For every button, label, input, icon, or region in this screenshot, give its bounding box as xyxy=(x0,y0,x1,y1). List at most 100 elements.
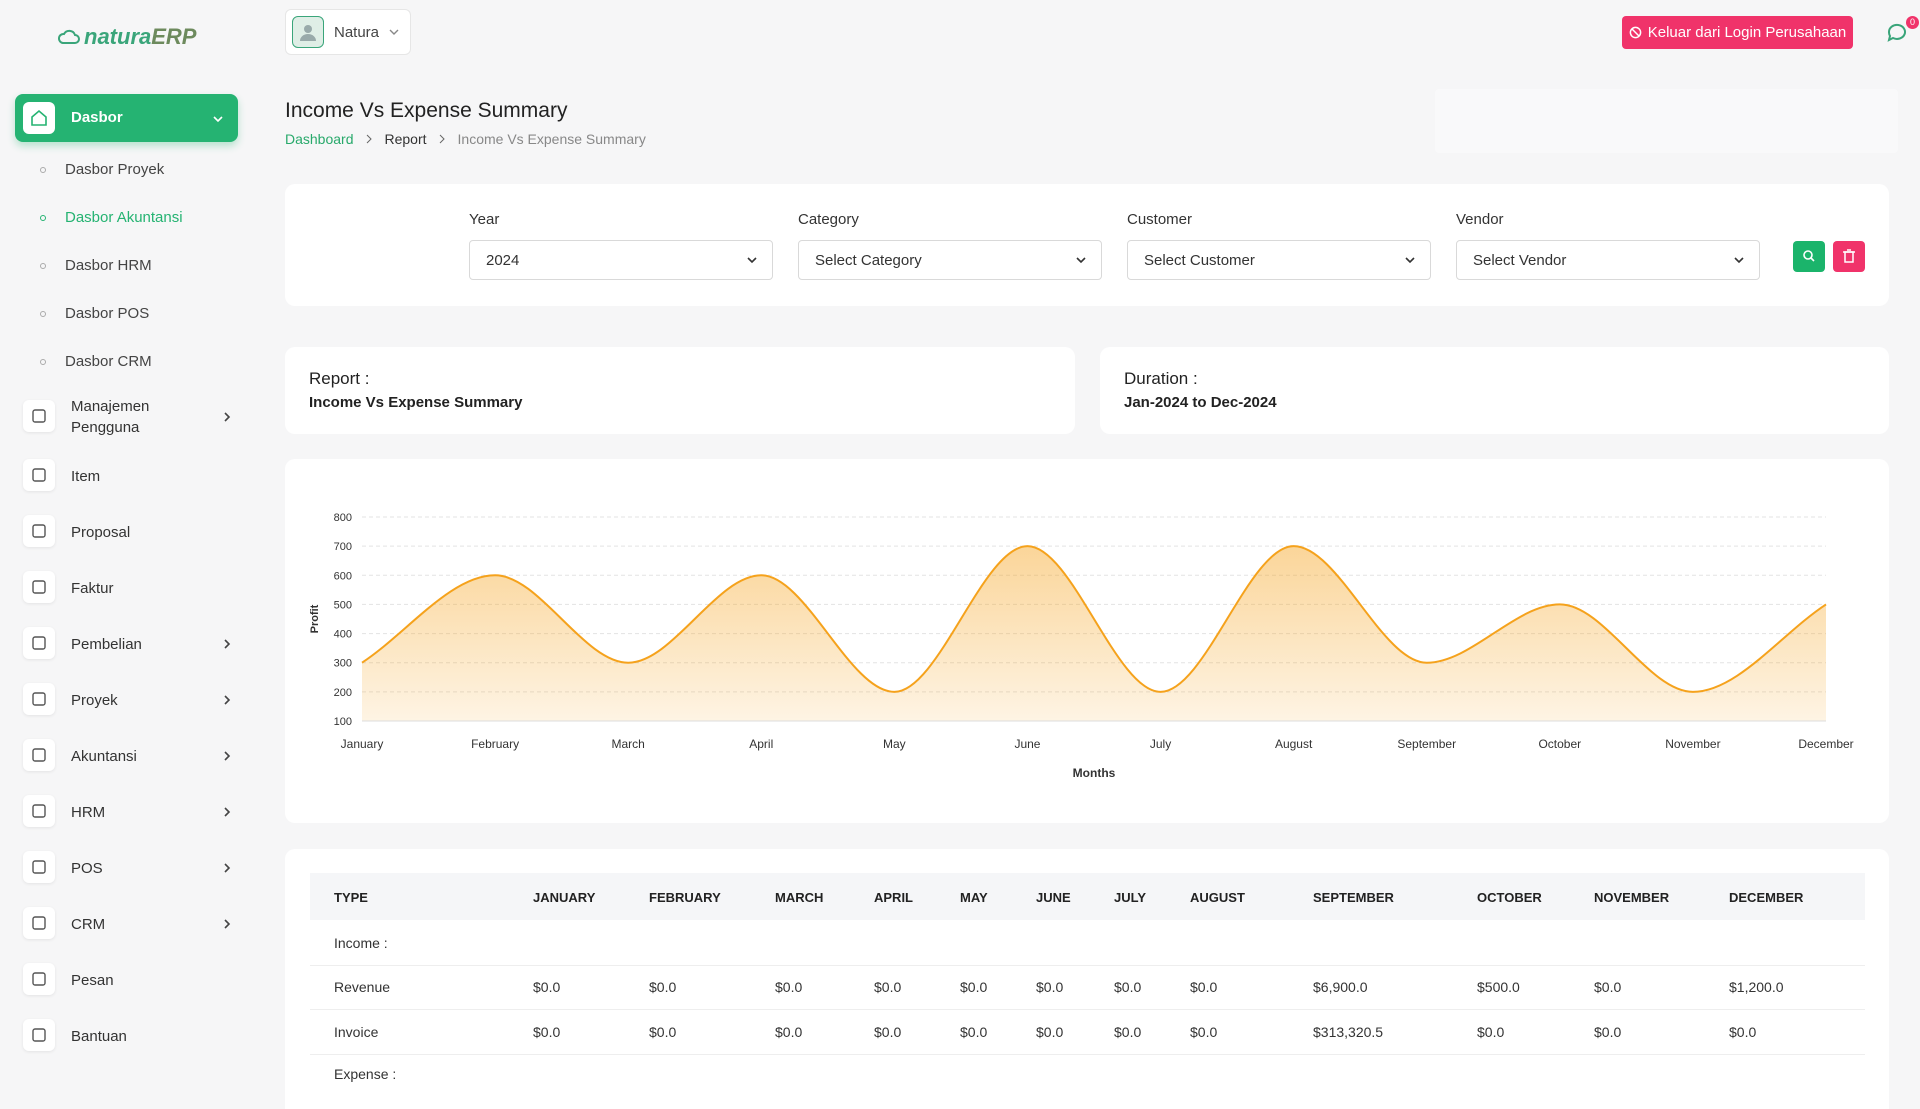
menu-item[interactable]: Pesan xyxy=(23,963,233,995)
column-header: OCTOBER xyxy=(1477,890,1542,905)
table-header xyxy=(310,873,1865,920)
column-header: MARCH xyxy=(775,890,824,905)
x-tick-label: July xyxy=(1150,737,1171,751)
menu-item-active[interactable]: Dasbor xyxy=(15,94,238,142)
submenu-item[interactable]: Dasbor CRM xyxy=(40,352,230,372)
column-header: APRIL xyxy=(874,890,913,905)
y-tick-label: 400 xyxy=(334,629,352,641)
summary-value: Income Vs Expense Summary xyxy=(309,394,523,411)
table-cell: $0.0 xyxy=(1036,979,1064,995)
messages-icon[interactable] xyxy=(1886,22,1910,44)
table-cell: $0.0 xyxy=(1594,1024,1622,1040)
menu-label: Akuntansi xyxy=(71,748,137,765)
breadcrumb-current: Income Vs Expense Summary xyxy=(457,131,646,147)
y-tick-label: 100 xyxy=(334,716,352,728)
table-cell: $0.0 xyxy=(960,1024,988,1040)
table-cell: $0.0 xyxy=(775,1024,803,1040)
column-header: DECEMBER xyxy=(1729,890,1804,905)
filter-select[interactable]: Select Vendor xyxy=(1456,240,1760,280)
x-tick-label: January xyxy=(341,737,384,751)
logo[interactable]: naturaERP xyxy=(58,24,197,50)
x-tick-label: October xyxy=(1538,737,1581,751)
table-cell: $0.0 xyxy=(960,979,988,995)
table-cell: Invoice xyxy=(334,1024,379,1040)
summary-card: Duration : Jan-2024 to Dec-2024 xyxy=(1100,347,1889,434)
breadcrumb-link[interactable]: Report xyxy=(384,131,427,147)
submenu-item[interactable]: Dasbor Akuntansi xyxy=(40,208,230,228)
filter-label: Category xyxy=(798,211,859,228)
menu-item[interactable]: CRM xyxy=(23,907,233,939)
column-header: JUNE xyxy=(1036,890,1071,905)
menu-label: Pesan xyxy=(71,972,114,989)
submenu-item[interactable]: Dasbor Proyek xyxy=(40,160,230,180)
breadcrumb-link[interactable]: Dashboard xyxy=(285,131,354,147)
x-tick-label: June xyxy=(1014,737,1040,751)
summary-value: Jan-2024 to Dec-2024 xyxy=(1124,394,1277,411)
filter-select[interactable]: Select Customer xyxy=(1127,240,1431,280)
menu-label: Dasbor xyxy=(71,109,123,126)
chart: 100 200 300 400 500 600 700 800 January February M… xyxy=(309,512,1854,780)
table-cell: $0.0 xyxy=(649,1024,677,1040)
brand-suffix: ERP xyxy=(151,24,197,49)
x-tick-label: November xyxy=(1665,737,1720,751)
filter-select[interactable]: 2024 xyxy=(469,240,773,280)
table-cell: $0.0 xyxy=(1114,1024,1142,1040)
menu-item[interactable]: Item xyxy=(23,459,233,491)
menu-label: Faktur xyxy=(71,580,114,597)
submenu-label: Dasbor CRM xyxy=(65,353,152,370)
search-button[interactable] xyxy=(1793,241,1825,272)
table-cell: $313,320.5 xyxy=(1313,1024,1384,1040)
avatar xyxy=(292,16,324,48)
table-cell: $0.0 xyxy=(775,979,803,995)
filter-label: Customer xyxy=(1127,211,1193,228)
submenu-item[interactable]: Dasbor HRM xyxy=(40,256,230,276)
placeholder-box xyxy=(1435,89,1898,153)
menu-item[interactable]: POS xyxy=(23,851,233,883)
menu-item[interactable]: Bantuan xyxy=(23,1019,233,1051)
table-cell: $0.0 xyxy=(533,1024,561,1040)
filter-select[interactable]: Select Category xyxy=(798,240,1102,280)
column-header: SEPTEMBER xyxy=(1313,890,1394,905)
table-cell: Expense : xyxy=(334,1066,397,1082)
page-title: Income Vs Expense Summary xyxy=(285,99,568,122)
logout-button[interactable]: Keluar dari Login Perusahaan xyxy=(1622,16,1853,49)
filter-value: Select Vendor xyxy=(1473,251,1567,269)
menu-label: HRM xyxy=(71,804,106,821)
sidebar: Dasbor Dasbor Proyek Dasbor Akuntansi Dasbo… xyxy=(0,0,245,1080)
page: Dasbor Dasbor Proyek Dasbor Akuntansi Dasbo… xyxy=(0,0,1919,1082)
column-header: JANUARY xyxy=(533,890,596,905)
y-tick-label: 600 xyxy=(334,570,352,582)
menu-item[interactable]: HRM xyxy=(23,795,233,827)
line xyxy=(361,545,1827,693)
table-cell: $1,200.0 xyxy=(1729,979,1784,995)
summary-label: Report : xyxy=(309,369,370,388)
menu-item[interactable]: Akuntansi xyxy=(23,739,233,771)
x-tick-label: April xyxy=(749,737,773,751)
table-cell: $6,900.0 xyxy=(1313,979,1368,995)
reset-button[interactable] xyxy=(1833,241,1865,272)
table-cell: $500.0 xyxy=(1477,979,1520,995)
chart-card: 100 200 300 400 500 600 700 800 January February M… xyxy=(285,459,1889,823)
menu-item[interactable]: Proyek xyxy=(23,683,233,715)
menu-label: Proyek xyxy=(71,692,118,709)
menu-label: Manajemen Pengguna xyxy=(71,398,150,436)
x-tick-label: December xyxy=(1798,737,1853,751)
menu-item[interactable]: Pembelian xyxy=(23,627,233,659)
user-menu[interactable]: Natura xyxy=(285,9,411,55)
x-tick-label: March xyxy=(612,737,645,751)
y-tick-label: 200 xyxy=(334,687,352,699)
menu-item[interactable]: Manajemen Pengguna xyxy=(23,398,233,436)
column-header: JULY xyxy=(1114,890,1147,905)
menu-label: Pembelian xyxy=(71,636,142,653)
column-header: MAY xyxy=(960,890,988,905)
x-tick-label: September xyxy=(1397,737,1456,751)
menu-label: Bantuan xyxy=(71,1028,127,1045)
submenu-item[interactable]: Dasbor POS xyxy=(40,304,230,324)
submenu-label: Dasbor POS xyxy=(65,305,150,322)
filter-label: Vendor xyxy=(1456,211,1504,228)
summary-card: Report : Income Vs Expense Summary xyxy=(285,347,1075,434)
submenu-label: Dasbor Proyek xyxy=(65,161,165,178)
logout-label: Keluar dari Login Perusahaan xyxy=(1647,24,1847,41)
menu-item[interactable]: Faktur xyxy=(23,571,233,603)
menu-item[interactable]: Proposal xyxy=(23,515,233,547)
